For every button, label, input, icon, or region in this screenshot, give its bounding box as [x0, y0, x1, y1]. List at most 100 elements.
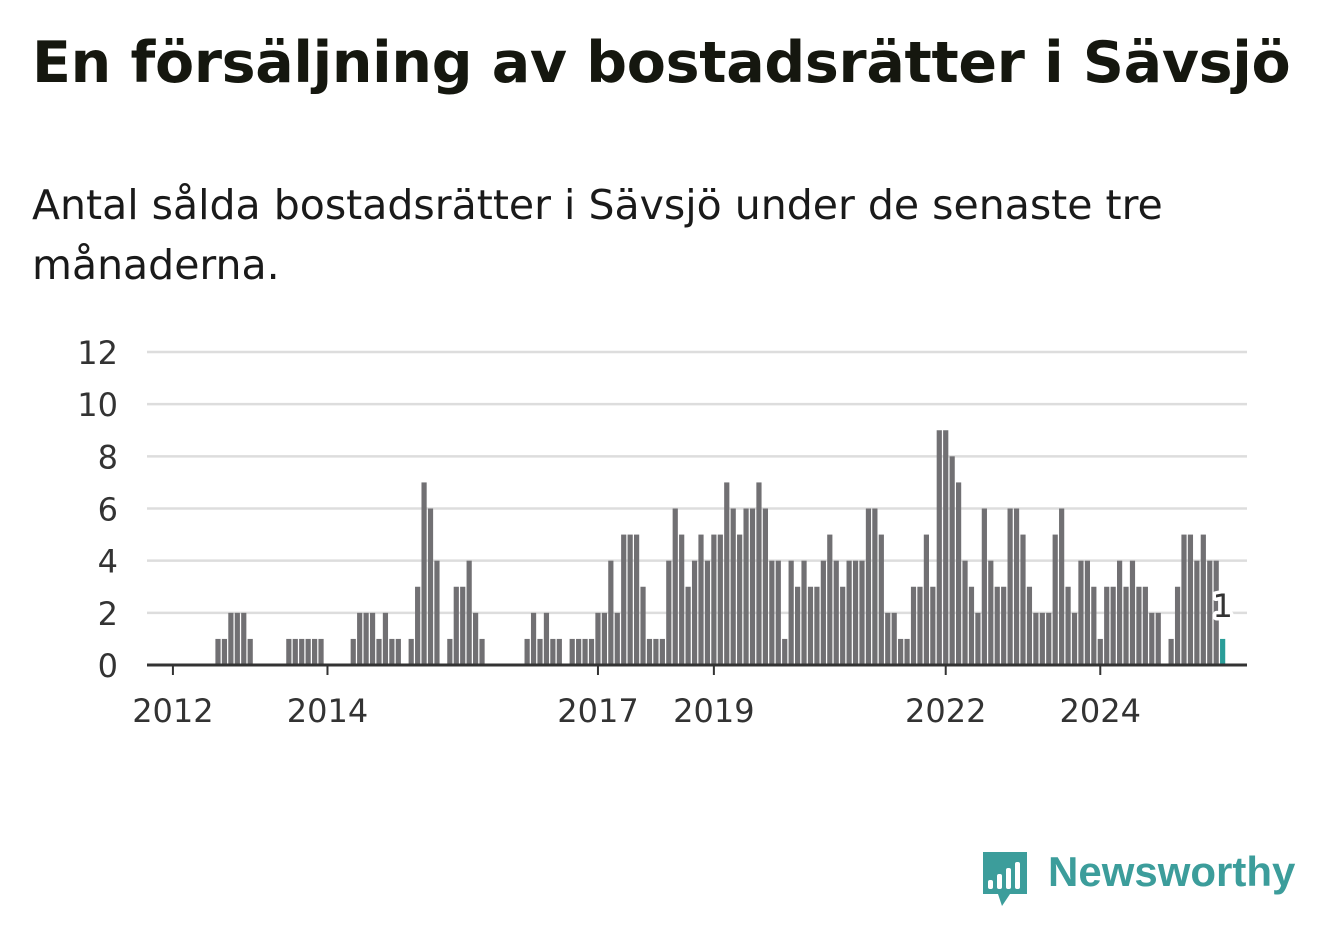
y-tick-label: 2: [98, 595, 118, 633]
bar: [852, 560, 859, 665]
bar: [1007, 508, 1013, 665]
bar: [621, 534, 627, 665]
bar: [363, 612, 369, 665]
bar: [968, 586, 975, 665]
bar: [1149, 612, 1155, 665]
bar: [994, 586, 1000, 665]
bar: [653, 638, 659, 665]
bar: [408, 638, 414, 665]
bar: [910, 586, 917, 665]
bar: [614, 612, 620, 665]
bar: [820, 560, 826, 665]
bar: [923, 534, 929, 665]
bar: [1207, 560, 1213, 665]
bar: [1020, 534, 1026, 665]
bar: [1052, 534, 1058, 665]
bar: [878, 534, 884, 665]
bar: [936, 430, 942, 665]
bar: [634, 534, 640, 665]
bar: [221, 638, 228, 665]
bar: [1078, 560, 1084, 665]
bar: [756, 482, 762, 665]
bar: [885, 612, 891, 665]
bar: [350, 638, 356, 665]
bar: [782, 638, 788, 665]
bar: [949, 456, 955, 665]
bar: [840, 586, 846, 665]
bar: [975, 612, 981, 665]
bar: [299, 638, 305, 665]
bar: [898, 638, 904, 665]
x-tick-label: 2024: [1060, 692, 1141, 730]
bar: [357, 612, 363, 665]
bar: [369, 612, 376, 665]
bar: [479, 638, 485, 665]
bar: [717, 534, 723, 665]
bar: [1071, 612, 1078, 665]
y-tick-label: 10: [77, 386, 118, 424]
bar: [930, 586, 936, 665]
bar: [775, 560, 781, 665]
bar: [447, 638, 453, 665]
bar: [659, 638, 665, 665]
bar: [814, 586, 820, 665]
bar: [1104, 586, 1110, 665]
bar: [1084, 560, 1090, 665]
bar: [215, 638, 221, 665]
bar: [988, 560, 994, 665]
bar: [762, 508, 768, 665]
bar: [956, 482, 962, 665]
bar: [1097, 638, 1103, 665]
bar: [801, 560, 807, 665]
bar: [943, 430, 949, 665]
bar: [672, 508, 678, 665]
bar: [962, 560, 968, 665]
bar: [1046, 612, 1052, 665]
bar: [1059, 508, 1065, 665]
bar: [395, 638, 401, 665]
bar: [1033, 612, 1039, 665]
bar: [1213, 560, 1219, 665]
bar: [737, 534, 743, 665]
bar: [807, 586, 814, 665]
bar: [569, 638, 575, 665]
x-tick-label: 2012: [132, 692, 213, 730]
bar: [627, 534, 633, 665]
bar: [872, 508, 878, 665]
bar: [292, 638, 298, 665]
bar: [1187, 534, 1194, 665]
bar: [749, 508, 756, 665]
x-tick-label: 2022: [905, 692, 986, 730]
bar: [788, 560, 794, 665]
x-tick-label: 2019: [673, 692, 754, 730]
bar: [691, 560, 698, 665]
bar: [698, 534, 704, 665]
bar: [646, 638, 653, 665]
bar: [1194, 560, 1200, 665]
chart-title: En försäljning av bostadsrätter i Sävsjö: [32, 30, 1291, 96]
bar: [228, 612, 234, 665]
bar: [846, 560, 852, 665]
bar: [601, 612, 607, 665]
bar: [833, 560, 839, 665]
y-tick-label: 0: [98, 647, 118, 685]
bar: [466, 560, 472, 665]
bar: [415, 586, 421, 665]
bar: [318, 638, 324, 665]
x-tick-label: 2017: [557, 692, 638, 730]
bar: [711, 534, 717, 665]
bar: [241, 612, 247, 665]
bar: [537, 638, 543, 665]
bar: [1026, 586, 1033, 665]
bar: [550, 638, 556, 665]
bar: [1123, 586, 1129, 665]
bar: [1001, 586, 1007, 665]
bar: [247, 638, 253, 665]
highlighted-bar: [1220, 638, 1226, 665]
bar: [376, 638, 382, 665]
bar: [1117, 560, 1123, 665]
bar: [556, 638, 562, 665]
bar: [434, 560, 440, 665]
y-tick-label: 6: [98, 491, 118, 529]
bar: [1181, 534, 1187, 665]
